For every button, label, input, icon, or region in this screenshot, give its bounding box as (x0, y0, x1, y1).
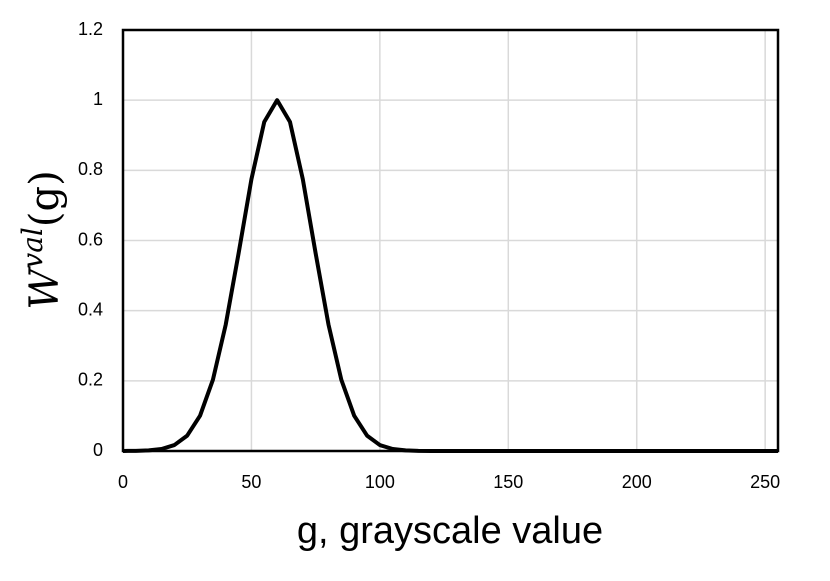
x-tick-label: 100 (365, 472, 395, 492)
x-tick-label: 0 (118, 472, 128, 492)
y-tick-label: 0 (93, 440, 103, 460)
y-label-base: W (22, 266, 68, 310)
x-tick-label: 250 (750, 472, 780, 492)
y-tick-label: 0.4 (78, 299, 103, 319)
y-tick-label: 1 (93, 89, 103, 109)
y-tick-label: 1.2 (78, 19, 103, 39)
x-tick-label: 50 (241, 472, 261, 492)
x-tick-label: 200 (622, 472, 652, 492)
y-tick-label: 0.6 (78, 229, 103, 249)
y-label-tail: (g) (22, 170, 68, 227)
y-label-sup: val (16, 227, 49, 268)
y-tick-label: 0.8 (78, 159, 103, 179)
y-tick-label: 0.2 (78, 370, 103, 390)
x-axis-label: g, grayscale value (297, 510, 603, 552)
y-axis-label: Wval(g) (16, 170, 69, 309)
data-line (122, 98, 778, 453)
x-tick-label: 150 (493, 472, 523, 492)
